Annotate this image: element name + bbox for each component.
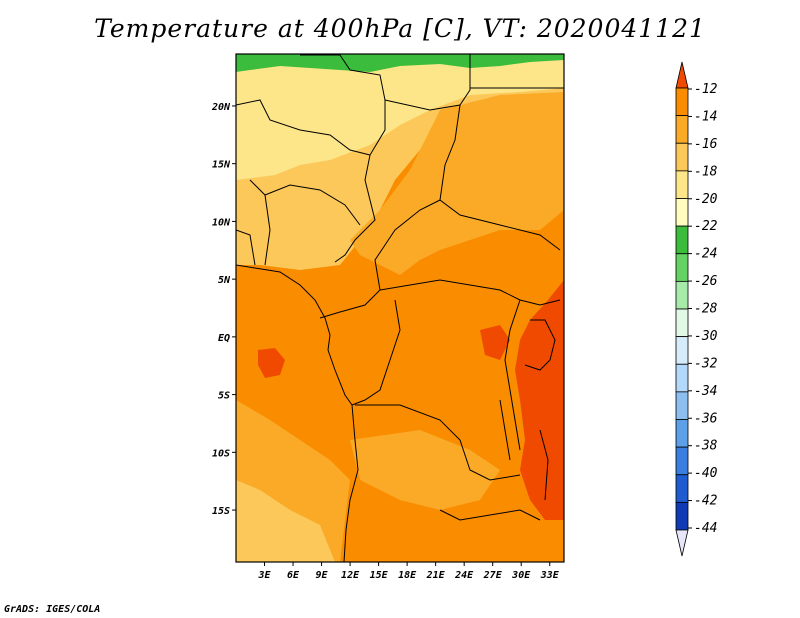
map-title: Temperature at 400hPa [C], VT: 202004112…	[94, 14, 706, 43]
lat-tick-label: 20N	[211, 102, 231, 113]
contour-band-minus12-west	[258, 348, 285, 378]
colorbar-swatch	[675, 391, 689, 420]
lat-tick-label: 5S	[218, 391, 230, 402]
colorbar-swatch	[675, 198, 689, 227]
colorbar-label: -34	[694, 384, 717, 399]
colorbar-label: -42	[694, 494, 718, 509]
lon-tick-label: 27E	[483, 570, 503, 581]
lat-tick-label: 15N	[212, 160, 231, 171]
colorbar-label: -20	[694, 192, 718, 207]
colorbar-swatch	[675, 419, 689, 448]
colorbar-label: -44	[694, 521, 717, 536]
colorbar-swatch	[675, 446, 689, 476]
colorbar-swatch	[675, 170, 689, 199]
colorbar-label: -26	[694, 274, 718, 289]
country-borders	[236, 54, 564, 562]
lon-tick-label: 30E	[511, 570, 531, 581]
colorbar-label: -22	[694, 219, 718, 234]
contour-band-minus20	[236, 54, 564, 180]
latitude-axis: 20N 15N 10N 5N EQ 5S 10S 15S	[211, 102, 236, 517]
colorbar-label: -36	[694, 411, 718, 426]
lat-tick-label: 10N	[212, 217, 231, 228]
colorbar: -12 -14 -16 -18 -20 -22 -24 -26 -28 -30 -32 -34 -36 -…	[675, 61, 718, 557]
contour-band-minus16-ne	[350, 92, 564, 275]
colorbar-swatch	[675, 225, 689, 255]
lon-tick-label: 3E	[257, 570, 271, 581]
lat-tick-label: 5N	[218, 275, 231, 286]
colorbar-swatch	[675, 115, 689, 144]
lon-tick-label: 9E	[316, 570, 329, 581]
grads-credit: GrADS: IGES/COLA	[4, 604, 101, 615]
colorbar-label: -18	[694, 164, 718, 179]
temperature-field	[236, 54, 564, 562]
lon-tick-label: 33E	[540, 570, 560, 581]
longitude-axis: 3E 6E 9E 12E 15E 18E 21E 24E 27E 30E 33E	[257, 562, 560, 581]
colorbar-label: -38	[694, 439, 718, 454]
colorbar-swatch	[675, 280, 689, 310]
lon-tick-label: 6E	[287, 570, 300, 581]
contour-band-minus24	[236, 54, 564, 72]
lon-tick-label: 18E	[398, 570, 417, 581]
colorbar-swatch	[675, 501, 689, 531]
lon-tick-label: 24E	[454, 570, 474, 581]
lon-tick-label: 21E	[426, 570, 446, 581]
colorbar-swatch	[675, 308, 689, 338]
map-frame	[235, 53, 565, 563]
colorbar-top-arrow	[675, 61, 689, 89]
colorbar-label: -12	[694, 82, 718, 97]
colorbar-swatch	[675, 336, 689, 365]
colorbar-label: -24	[694, 247, 717, 262]
contour-band-minus18-sw	[236, 480, 335, 562]
lon-tick-label: 15E	[370, 570, 389, 581]
lon-tick-label: 12E	[341, 570, 360, 581]
lat-tick-label: EQ	[218, 333, 230, 344]
lat-tick-label: 10S	[212, 448, 230, 459]
colorbar-swatch	[675, 253, 689, 282]
colorbar-swatch	[675, 474, 689, 503]
colorbar-label: -30	[694, 329, 718, 344]
colorbar-swatch	[675, 363, 689, 393]
colorbar-label: -28	[694, 302, 718, 317]
contour-band-minus16-south	[350, 430, 500, 510]
colorbar-label: -16	[694, 137, 718, 152]
colorbar-swatch	[675, 87, 689, 117]
colorbar-label: -14	[694, 109, 717, 124]
colorbar-bottom-arrow	[675, 529, 689, 557]
contour-band-minus12-east	[515, 280, 564, 520]
contour-band-minus12-central	[480, 325, 510, 360]
lat-tick-label: 15S	[212, 506, 230, 517]
colorbar-label: -40	[694, 466, 718, 481]
colorbar-label: -32	[694, 356, 718, 371]
colorbar-swatch	[675, 142, 689, 172]
